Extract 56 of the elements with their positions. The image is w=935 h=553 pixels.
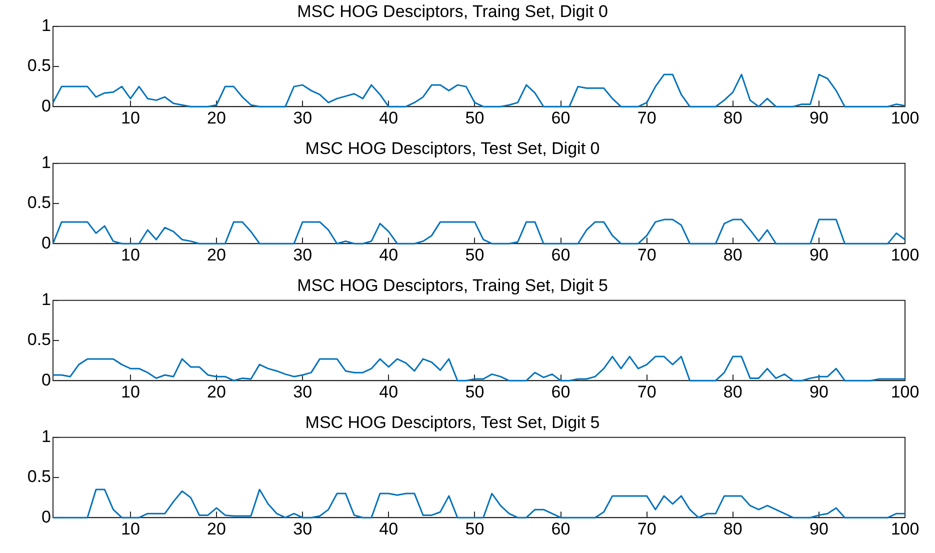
chart-title: MSC HOG Desciptors, Traing Set, Digit 5 [297, 276, 608, 295]
x-tick-label: 90 [809, 519, 828, 538]
x-tick-label: 60 [551, 519, 570, 538]
x-tick-label: 80 [723, 519, 742, 538]
y-tick-label: 1 [42, 427, 51, 446]
x-tick-label: 20 [207, 519, 226, 538]
chart-title: MSC HOG Desciptors, Test Set, Digit 5 [305, 412, 600, 432]
x-tick-label: 80 [723, 108, 742, 128]
x-tick-label: 50 [465, 108, 484, 128]
x-tick-label: 40 [379, 382, 398, 402]
x-tick-label: 50 [465, 519, 484, 538]
x-tick-label: 20 [207, 382, 226, 402]
x-tick-label: 70 [637, 382, 656, 402]
y-tick-label: 0.5 [27, 330, 51, 350]
x-tick-label: 50 [465, 245, 484, 264]
x-tick-label: 70 [637, 245, 656, 264]
x-tick-label: 10 [120, 108, 140, 128]
x-tick-label: 100 [890, 382, 920, 402]
x-tick-label: 70 [637, 108, 656, 128]
x-tick-label: 60 [551, 382, 570, 402]
x-tick-label: 50 [465, 382, 484, 402]
x-tick-label: 40 [379, 108, 398, 128]
y-tick-label: 0 [42, 507, 51, 526]
x-tick-label: 40 [379, 245, 398, 264]
x-tick-label: 100 [890, 519, 920, 538]
y-tick-label: 0.5 [27, 193, 51, 212]
y-tick-label: 1 [42, 16, 51, 36]
y-tick-label: 0 [42, 233, 51, 252]
x-tick-label: 20 [207, 245, 226, 264]
x-tick-label: 60 [551, 245, 570, 264]
x-tick-label: 90 [809, 245, 828, 264]
x-tick-label: 100 [890, 245, 920, 264]
x-tick-label: 100 [890, 108, 920, 128]
y-tick-label: 0 [42, 96, 51, 116]
y-tick-label: 1 [42, 290, 51, 310]
x-tick-label: 40 [379, 519, 398, 538]
x-tick-label: 30 [293, 245, 312, 264]
x-tick-label: 30 [293, 108, 312, 128]
x-tick-label: 90 [809, 108, 828, 128]
x-tick-label: 90 [809, 382, 828, 402]
y-tick-label: 0.5 [27, 56, 51, 76]
x-tick-label: 80 [723, 245, 742, 264]
chart-title: MSC HOG Desciptors, Traing Set, Digit 0 [297, 2, 608, 21]
x-tick-label: 30 [293, 382, 312, 402]
x-tick-label: 20 [207, 108, 226, 128]
y-tick-label: 1 [42, 153, 51, 172]
x-tick-label: 10 [120, 245, 140, 264]
x-tick-label: 10 [120, 519, 140, 538]
y-tick-label: 0.5 [27, 467, 51, 486]
x-tick-label: 80 [723, 382, 742, 402]
x-tick-label: 30 [293, 519, 312, 538]
chart-title: MSC HOG Desciptors, Test Set, Digit 0 [305, 138, 600, 158]
x-tick-label: 70 [637, 519, 656, 538]
x-tick-label: 60 [551, 108, 570, 128]
y-tick-label: 0 [42, 370, 51, 390]
x-tick-label: 10 [120, 382, 140, 402]
